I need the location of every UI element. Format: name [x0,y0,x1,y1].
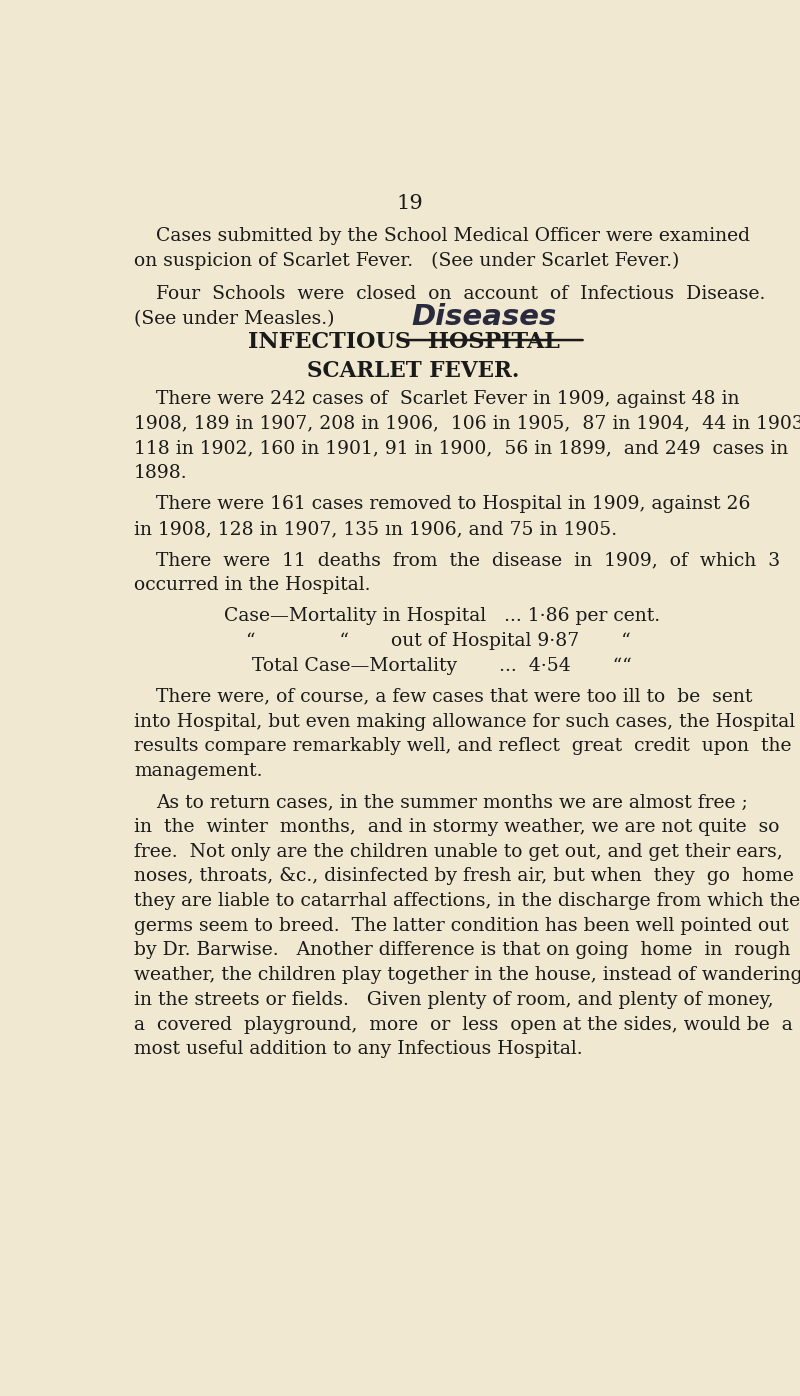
Text: on suspicion of Scarlet Fever.   (See under Scarlet Fever.): on suspicion of Scarlet Fever. (See unde… [134,251,679,271]
Text: in  the  winter  months,  and in stormy weather, we are not quite  so: in the winter months, and in stormy weat… [134,818,779,836]
Text: Case—Mortality in Hospital   ... 1·86 per cent.: Case—Mortality in Hospital ... 1·86 per … [224,607,660,625]
Text: management.: management. [134,762,262,780]
Text: occurred in the Hospital.: occurred in the Hospital. [134,577,370,593]
Text: 1908, 189 in 1907, 208 in 1906,  106 in 1905,  87 in 1904,  44 in 1903,: 1908, 189 in 1907, 208 in 1906, 106 in 1… [134,415,800,433]
Text: Cases submitted by the School Medical Officer were examined: Cases submitted by the School Medical Of… [156,228,750,246]
Text: into Hospital, but even making allowance for such cases, the Hospital: into Hospital, but even making allowance… [134,712,795,730]
Text: most useful addition to any Infectious Hospital.: most useful addition to any Infectious H… [134,1040,582,1058]
Text: they are liable to catarrhal affections, in the discharge from which the: they are liable to catarrhal affections,… [134,892,800,910]
Text: 19: 19 [397,194,423,212]
Text: weather, the children play together in the house, instead of wandering: weather, the children play together in t… [134,966,800,984]
Text: 1898.: 1898. [134,465,188,482]
Text: Total Case—Mortality       ...  4·54       ““: Total Case—Mortality ... 4·54 ““ [252,656,632,674]
Text: a  covered  playground,  more  or  less  open at the sides, would be  a: a covered playground, more or less open … [134,1016,793,1033]
Text: free.  Not only are the children unable to get out, and get their ears,: free. Not only are the children unable t… [134,843,783,860]
Text: There were 242 cases of  Scarlet Fever in 1909, against 48 in: There were 242 cases of Scarlet Fever in… [156,389,739,408]
Text: germs seem to breed.  The latter condition has been well pointed out: germs seem to breed. The latter conditio… [134,917,789,935]
Text: There were, of course, a few cases that were too ill to  be  sent: There were, of course, a few cases that … [156,688,752,706]
Text: 118 in 1902, 160 in 1901, 91 in 1900,  56 in 1899,  and 249  cases in: 118 in 1902, 160 in 1901, 91 in 1900, 56… [134,440,788,458]
Text: Diseases: Diseases [412,303,557,331]
Text: in 1908, 128 in 1907, 135 ın 1906, and 75 in 1905.: in 1908, 128 in 1907, 135 ın 1906, and 7… [134,521,618,537]
Text: INFECTIOUS: INFECTIOUS [248,331,411,353]
Text: Four  Schools  were  closed  on  account  of  Infectious  Disease.: Four Schools were closed on account of I… [156,285,765,303]
Text: in the streets or fields.   Given plenty of room, and plenty of money,: in the streets or fields. Given plenty o… [134,991,774,1009]
Text: There  were  11  deaths  from  the  disease  in  1909,  of  which  3: There were 11 deaths from the disease in… [156,551,780,570]
Text: “              “       out of Hospital 9·87       “: “ “ out of Hospital 9·87 “ [246,632,630,651]
Text: results compare remarkably well, and reflect  great  credit  upon  the: results compare remarkably well, and ref… [134,737,792,755]
Text: noses, throats, &c., disinfected by fresh air, but when  they  go  home: noses, throats, &c., disinfected by fres… [134,867,794,885]
Text: by Dr. Barwise.   Another difference is that on going  home  in  rough: by Dr. Barwise. Another difference is th… [134,941,790,959]
Text: There were 161 cases removed to Hospital in 1909, against 26: There were 161 cases removed to Hospital… [156,496,750,514]
Text: SCARLET FEVER.: SCARLET FEVER. [307,360,519,383]
Text: (See under Measles.): (See under Measles.) [134,310,334,328]
Text: HOSPITAL: HOSPITAL [428,331,560,353]
Text: As to return cases, in the summer months we are almost free ;: As to return cases, in the summer months… [156,793,747,811]
